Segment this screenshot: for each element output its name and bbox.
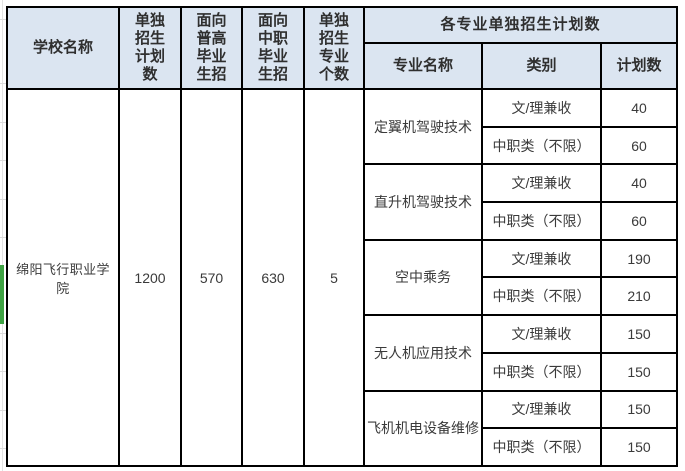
category-cell: 文/理兼收 [481,88,602,128]
general-hs-cell: 570 [180,88,243,467]
category-cell: 中职类（不限） [481,427,602,467]
header-general-hs: 面向 普高 毕业 生招 [180,6,243,90]
plan-count-cell: 210 [599,276,679,317]
spreadsheet-gridline-stub [0,237,6,238]
spreadsheet-gridline-stub [0,371,6,372]
header-plan-total: 单独 招生 计划 数 [118,6,182,90]
table-row: 直升机驾驶技术 文/理兼收 40 [7,163,679,241]
category-cell: 文/理兼收 [481,389,602,430]
table-row: 中职类（不限） 150 [7,351,679,392]
category-cell: 文/理兼收 [481,163,602,204]
major-count-cell: 5 [303,88,365,467]
spreadsheet-gridline-stub [0,199,6,200]
table-row: 中职类（不限） 60 [7,125,679,166]
plan-count-cell: 150 [599,389,679,430]
vocational-cell: 630 [241,88,305,467]
plan-count-cell: 40 [599,163,679,204]
major-name-cell: 定翼机驾驶技术 [363,87,483,166]
table-row: 中职类（不限） 60 [7,201,679,241]
spreadsheet-gridline-stub [0,448,6,449]
table-row: 无人机应用技术 文/理兼收 150 [7,314,679,392]
plan-count-cell: 150 [599,351,679,392]
category-cell: 中职类（不限） [481,351,602,392]
spreadsheet-gridline-vertical [2,0,3,471]
spreadsheet-gridline-stub [0,83,6,84]
header-category: 类别 [481,42,602,90]
spreadsheet-gridline-stub [0,410,6,411]
major-name-cell: 飞机机电设备维修 [363,389,483,467]
plan-count-cell: 150 [599,427,679,467]
plan-count-cell: 190 [599,238,679,279]
header-group-title: 各专业单独招生计划数 [362,6,679,44]
major-name-cell: 空中乘务 [363,238,483,317]
category-cell: 中职类（不限） [481,276,602,317]
plan-count-cell: 60 [599,201,679,241]
header-plan: 计划数 [599,42,679,90]
spreadsheet-gridline-stub [0,19,6,20]
table-row: 中职类（不限） 150 [7,427,679,467]
table-row: 飞机机电设备维修 文/理兼收 150 [7,389,679,467]
plan-count-cell: 60 [599,125,679,166]
header-major-count: 单独 招生 专业 个数 [303,6,365,90]
major-name-cell: 直升机驾驶技术 [363,163,483,241]
category-cell: 中职类（不限） [481,125,602,166]
header-major-name: 专业名称 [363,42,483,90]
table-row: 空中乘务 文/理兼收 190 [7,238,679,317]
category-cell: 中职类（不限） [481,201,602,241]
spreadsheet-gridline-stub [0,333,6,334]
table-row: 中职类（不限） 210 [7,276,679,317]
table-row: 绵阳飞行职业学院 1200 570 630 5 定翼机驾驶技术 文/理兼收 40 [6,87,679,467]
category-cell: 文/理兼收 [481,238,602,279]
plan-total-cell: 1200 [118,88,182,467]
enrollment-plan-table: 学校名称 单独 招生 计划 数 面向 普高 毕业 生招 面向 中职 毕业 生招 … [6,6,679,467]
header-vocational: 面向 中职 毕业 生招 [241,6,305,90]
row-selection-marker [0,265,4,324]
header-school-name: 学校名称 [6,6,120,90]
plan-count-cell: 150 [599,314,679,354]
plan-count-cell: 40 [599,88,679,128]
school-name-cell: 绵阳飞行职业学院 [6,88,120,467]
spreadsheet-gridline-stub [0,160,6,161]
major-name-cell: 无人机应用技术 [363,314,483,392]
spreadsheet-gridline-stub [0,122,6,123]
category-cell: 文/理兼收 [481,314,602,354]
